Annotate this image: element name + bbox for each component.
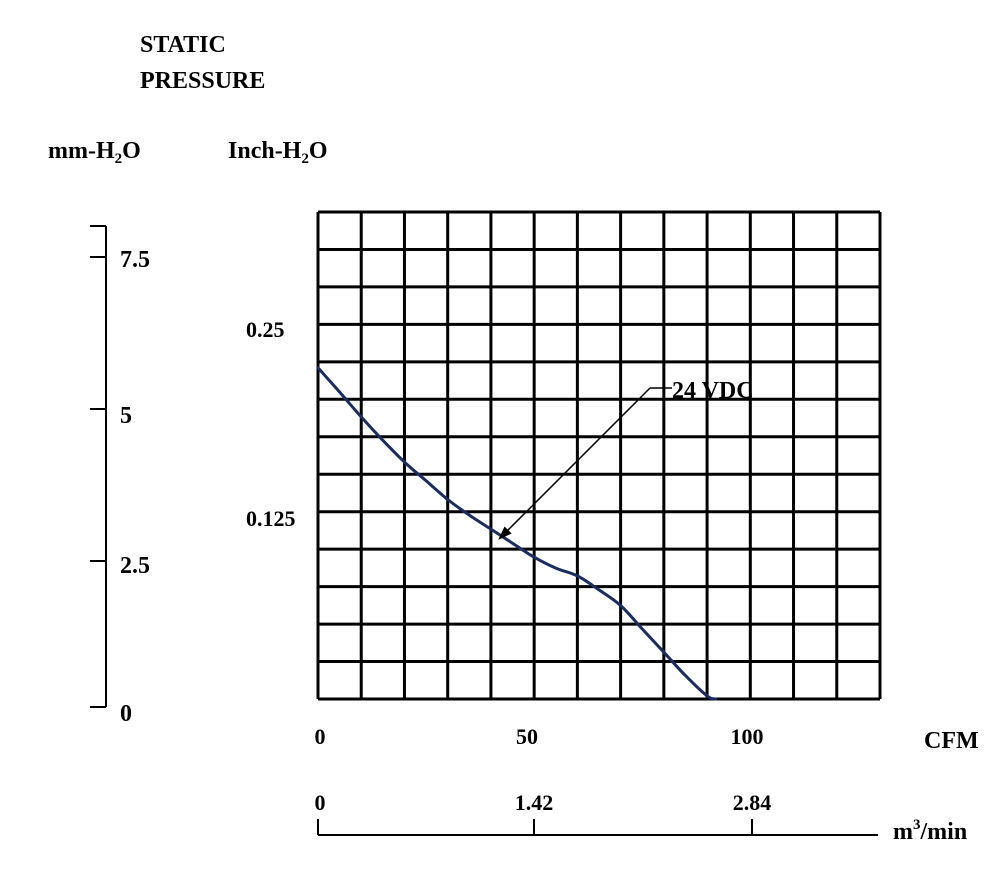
series-annotation-label: 24 VDC	[672, 378, 754, 404]
plot-grid	[316, 210, 882, 701]
y-axis-tick-label: 0.125	[246, 506, 296, 531]
left-axis-tick-label: 7.5	[120, 247, 150, 273]
x-axis-tick-label: 0	[315, 724, 326, 749]
left-axis-tick-label: 0	[120, 701, 132, 727]
secondary-x-tick-label: 0	[315, 790, 326, 815]
left-axis-unit-label: mm-H2O	[48, 138, 141, 167]
annotation-arrow	[498, 387, 651, 540]
chart-title-line-1: STATIC	[140, 32, 226, 58]
left-axis-tick-label: 2.5	[120, 553, 150, 579]
left-axis-tick-label: 5	[120, 403, 132, 429]
series-line-24vdc	[316, 366, 718, 701]
x-axis-unit-label: CFM	[924, 728, 979, 754]
y-axis-tick-label: 0.25	[246, 317, 285, 342]
secondary-x-tick-label: 2.84	[733, 790, 772, 815]
secondary-x-unit-label: m3/min	[893, 817, 967, 845]
chart-title-line-2: PRESSURE	[140, 68, 265, 94]
secondary-x-tick-label: 1.42	[515, 790, 554, 815]
y-axis-unit-label: Inch-H2O	[228, 138, 328, 167]
x-axis-tick-label: 50	[516, 724, 538, 749]
x-axis-tick-label: 100	[731, 724, 764, 749]
